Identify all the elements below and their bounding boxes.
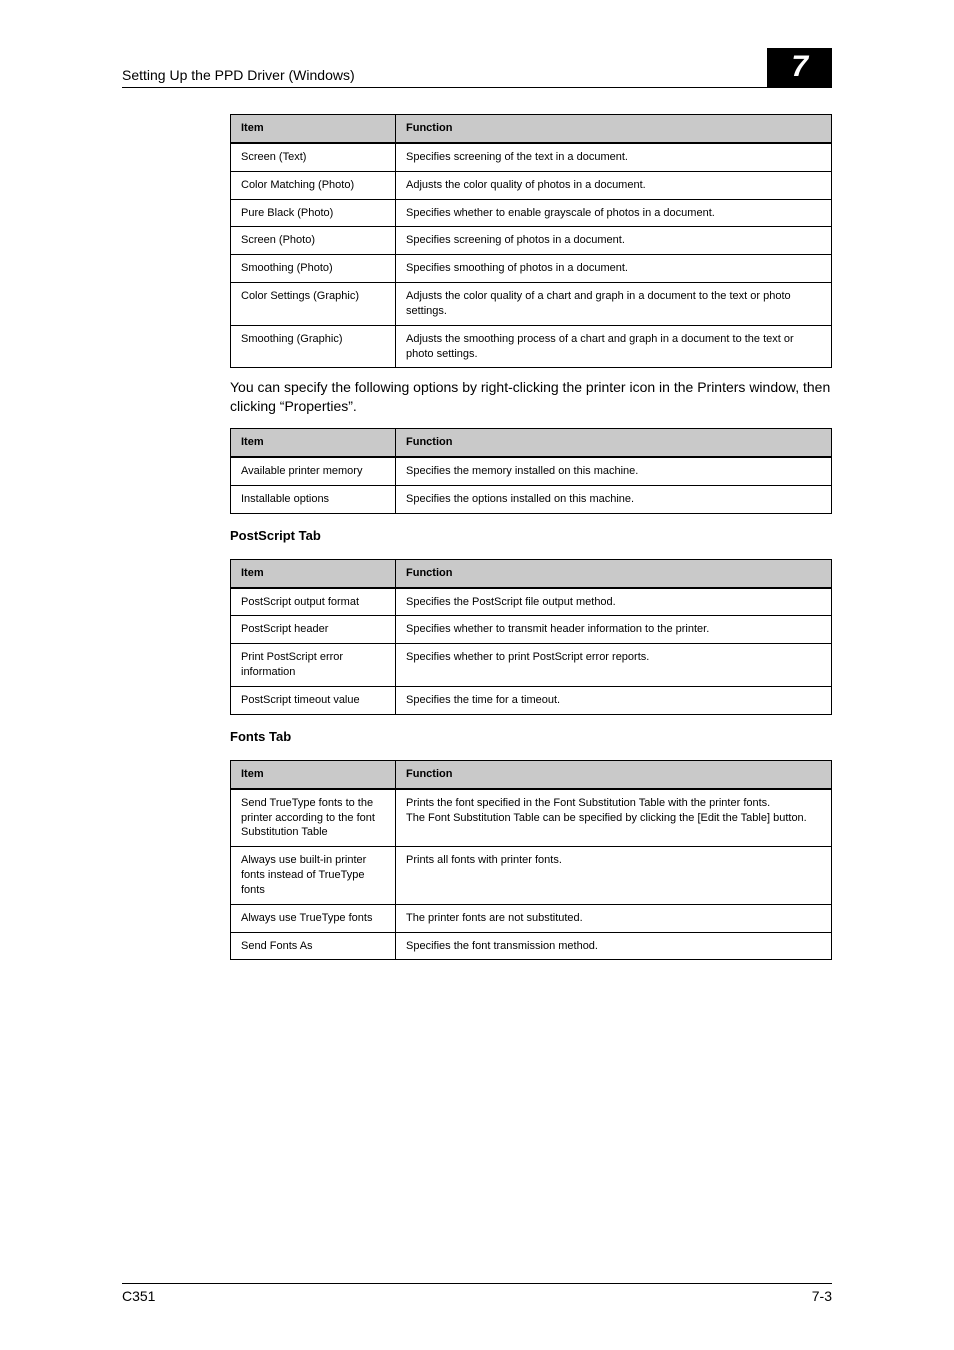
table-2: Item Function Available printer memorySp… [230,428,832,514]
cell: Send Fonts As [230,932,396,961]
table-row: Screen (Text)Specifies screening of the … [230,143,832,171]
table-row: Color Settings (Graphic)Adjusts the colo… [230,282,832,325]
cell: Print PostScript error information [230,643,396,686]
paragraph: You can specify the following options by… [230,378,832,416]
table-row: Always use built-in printer fonts instea… [230,846,832,904]
table-header: Item [230,559,396,588]
table-header: Item [230,760,396,789]
cell: PostScript header [230,615,396,643]
cell: Smoothing (Photo) [230,254,396,282]
table-header: Function [396,114,832,143]
cell: Color Matching (Photo) [230,171,396,199]
table-row: PostScript headerSpecifies whether to tr… [230,615,832,643]
table-row: Smoothing (Graphic)Adjusts the smoothing… [230,325,832,369]
cell: The printer fonts are not substituted. [396,904,832,932]
cell: Specifies the memory installed on this m… [396,457,832,485]
page-header: Setting Up the PPD Driver (Windows) 7 [122,0,832,88]
cell: Smoothing (Graphic) [230,325,396,369]
cell: Specifies the font transmission method. [396,932,832,961]
table-header: Function [396,760,832,789]
table-row: Installable optionsSpecifies the options… [230,485,832,514]
table-row: Send TrueType fonts to the printer accor… [230,789,832,847]
cell: Adjusts the color quality of photos in a… [396,171,832,199]
cell: Adjusts the color quality of a chart and… [396,282,832,325]
cell: PostScript timeout value [230,686,396,715]
cell: Screen (Photo) [230,226,396,254]
cell: Specifies whether to transmit header inf… [396,615,832,643]
table-row: Available printer memorySpecifies the me… [230,457,832,485]
cell: Specifies screening of the text in a doc… [396,143,832,171]
cell: Specifies the time for a timeout. [396,686,832,715]
table-row: PostScript timeout valueSpecifies the ti… [230,686,832,715]
table-4: Item Function Send TrueType fonts to the… [230,760,832,961]
section-heading-postscript: PostScript Tab [230,528,832,543]
cell: Specifies the options installed on this … [396,485,832,514]
table-row: Always use TrueType fontsThe printer fon… [230,904,832,932]
table-3: Item Function PostScript output formatSp… [230,559,832,715]
table-1: Item Function Screen (Text)Specifies scr… [230,114,832,368]
cell: Adjusts the smoothing process of a chart… [396,325,832,369]
chapter-badge: 7 [767,48,832,88]
table-header: Item [230,428,396,457]
table-header: Function [396,559,832,588]
section-heading-fonts: Fonts Tab [230,729,832,744]
cell: Send TrueType fonts to the printer accor… [230,789,396,847]
table-row: PostScript output formatSpecifies the Po… [230,588,832,616]
cell: Specifies whether to enable grayscale of… [396,199,832,227]
cell: Prints the font specified in the Font Su… [396,789,832,847]
table-row: Screen (Photo)Specifies screening of pho… [230,226,832,254]
cell: Screen (Text) [230,143,396,171]
cell: Installable options [230,485,396,514]
table-header: Function [396,428,832,457]
cell: Specifies the PostScript file output met… [396,588,832,616]
table-row: Color Matching (Photo)Adjusts the color … [230,171,832,199]
cell: Pure Black (Photo) [230,199,396,227]
cell: Specifies screening of photos in a docum… [396,226,832,254]
cell: Prints all fonts with printer fonts. [396,846,832,904]
table-row: Send Fonts AsSpecifies the font transmis… [230,932,832,961]
footer-left: C351 [122,1288,155,1304]
table-row: Smoothing (Photo)Specifies smoothing of … [230,254,832,282]
footer-right: 7-3 [812,1288,832,1304]
cell: Available printer memory [230,457,396,485]
cell: Color Settings (Graphic) [230,282,396,325]
table-header: Item [230,114,396,143]
cell: Specifies smoothing of photos in a docum… [396,254,832,282]
header-title: Setting Up the PPD Driver (Windows) [122,67,355,87]
cell: Always use built-in printer fonts instea… [230,846,396,904]
cell: PostScript output format [230,588,396,616]
cell: Specifies whether to print PostScript er… [396,643,832,686]
cell: Always use TrueType fonts [230,904,396,932]
table-row: Print PostScript error informationSpecif… [230,643,832,686]
table-row: Pure Black (Photo)Specifies whether to e… [230,199,832,227]
page-footer: C351 7-3 [122,1283,832,1304]
